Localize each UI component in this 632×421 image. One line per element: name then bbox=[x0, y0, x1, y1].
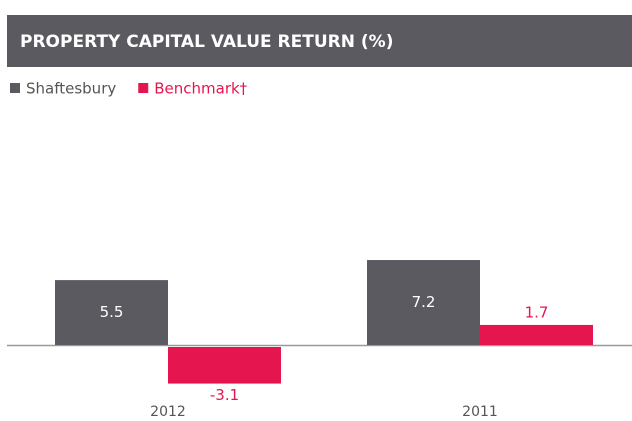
legend-swatch bbox=[10, 83, 20, 93]
legend-label: Shaftesbury bbox=[26, 80, 116, 98]
bar bbox=[480, 324, 593, 345]
value-label: 7.2 bbox=[412, 293, 436, 311]
bar bbox=[55, 280, 168, 345]
value-label: -3.1 bbox=[210, 386, 239, 404]
x-tick-label: 2011 bbox=[462, 404, 498, 420]
legend-swatch bbox=[138, 83, 149, 93]
legend-label: Benchmark† bbox=[154, 80, 247, 98]
title-banner bbox=[7, 15, 632, 67]
bar bbox=[168, 347, 281, 384]
x-tick-label: 2012 bbox=[150, 404, 186, 420]
bar bbox=[367, 260, 480, 345]
value-label: 5.5 bbox=[100, 303, 124, 321]
value-label: 1.7 bbox=[525, 303, 549, 321]
chart-title: PROPERTY CAPITAL VALUE RETURN (%) bbox=[20, 32, 393, 52]
